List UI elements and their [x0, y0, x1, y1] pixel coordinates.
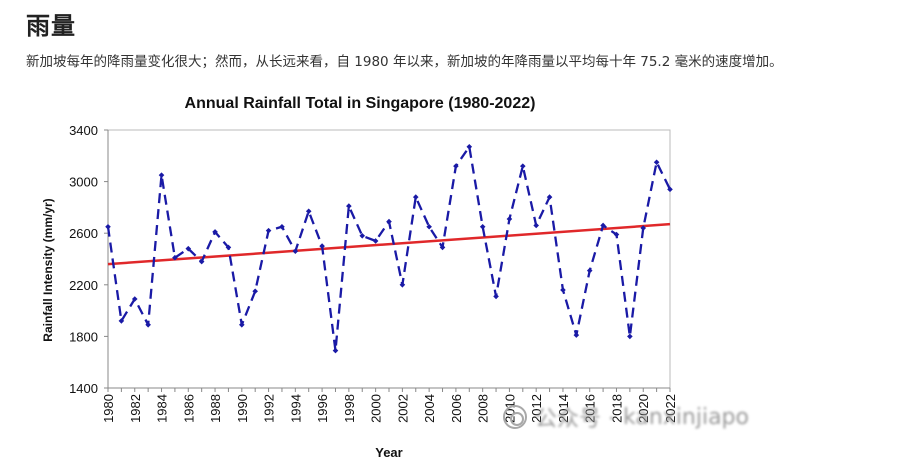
data-point-marker	[131, 296, 138, 302]
data-point-marker	[292, 248, 299, 255]
data-point-marker	[613, 231, 620, 238]
data-point-marker	[265, 227, 272, 234]
rainfall-series-line	[106, 145, 672, 352]
data-point-marker	[466, 143, 473, 150]
y-tick-label: 3400	[69, 123, 98, 138]
x-tick-label: 2004	[422, 394, 437, 423]
data-point-marker	[573, 332, 580, 338]
page-description: 新加坡每年的降雨量变化很大；然而，从长远来看，自 1980 年以来，新加坡的年降…	[26, 54, 783, 70]
x-tick-label: 2018	[609, 394, 624, 423]
x-tick-label: 1986	[181, 394, 196, 423]
data-point-marker	[479, 223, 486, 230]
data-point-marker	[520, 163, 526, 169]
data-point-marker	[372, 238, 379, 244]
data-point-marker	[105, 223, 111, 230]
x-tick-label: 2008	[476, 394, 491, 423]
data-point-marker	[359, 232, 366, 239]
data-point-marker	[560, 287, 566, 293]
data-point-marker	[185, 245, 192, 252]
x-tick-label: 2002	[395, 394, 410, 423]
data-point-marker	[412, 194, 419, 200]
data-point-marker	[533, 222, 539, 229]
chart-title: Annual Rainfall Total in Singapore (1980…	[185, 95, 536, 112]
data-point-marker	[172, 254, 178, 261]
page-title: 雨量	[26, 12, 76, 40]
watermark-text: kanxinjiapo	[623, 404, 749, 430]
x-tick-label: 2014	[556, 394, 571, 423]
data-point-marker	[453, 163, 459, 169]
x-tick-label: 1992	[262, 394, 277, 423]
wechat-icon	[503, 405, 527, 429]
data-point-marker	[439, 244, 446, 251]
x-tick-label: 2006	[449, 394, 464, 423]
data-point-marker	[239, 321, 245, 328]
trend-line	[107, 222, 671, 266]
data-point-marker	[346, 203, 352, 209]
x-tick-label: 1988	[208, 394, 223, 423]
y-tick-label: 3000	[69, 175, 98, 190]
watermark-label: 公众号 ·	[535, 407, 615, 432]
data-point-marker	[386, 218, 392, 225]
data-point-marker	[667, 186, 673, 193]
y-tick-label: 1800	[69, 329, 98, 344]
data-point-marker	[506, 216, 513, 222]
data-point-marker	[198, 258, 205, 265]
x-tick-label: 1998	[342, 394, 357, 423]
data-point-marker	[600, 222, 606, 229]
x-tick-label: 1980	[101, 394, 116, 423]
watermark: 公众号 · kanxinjiapo	[503, 403, 749, 432]
data-point-marker	[586, 267, 593, 274]
data-point-marker	[305, 208, 312, 215]
data-point-marker	[252, 288, 258, 295]
x-tick-label: 1982	[128, 394, 143, 423]
data-point-marker	[118, 318, 125, 324]
data-point-marker	[399, 282, 406, 288]
x-axis-label: Year	[375, 445, 402, 460]
data-point-marker	[225, 244, 232, 251]
x-tick-label: 2022	[663, 394, 678, 423]
data-point-marker	[212, 229, 218, 235]
data-point-marker	[319, 243, 325, 249]
data-point-marker	[546, 194, 553, 200]
y-tick-label: 2200	[69, 278, 98, 293]
x-tick-label: 1984	[155, 394, 170, 423]
y-tick-label: 2600	[69, 226, 98, 241]
data-point-marker	[158, 172, 165, 178]
data-point-marker	[332, 347, 339, 354]
x-tick-label: 1994	[288, 394, 303, 423]
data-point-marker	[426, 223, 432, 230]
data-point-marker	[279, 223, 285, 230]
data-point-marker	[640, 225, 647, 231]
y-axis: 1400 1800 2200 2600 3000 3400	[69, 123, 109, 396]
x-tick-label: 2000	[369, 394, 384, 423]
x-tick-label: 2012	[529, 394, 544, 423]
data-point-marker	[145, 321, 151, 328]
data-point-marker	[653, 159, 660, 166]
x-tick-label: 1996	[315, 394, 330, 423]
y-tick-label: 1400	[69, 381, 98, 396]
x-tick-label: 2020	[636, 394, 651, 423]
data-point-marker	[627, 333, 633, 340]
y-axis-label: Rainfall Intensity (mm/yr)	[41, 198, 55, 341]
x-tick-label: 2016	[583, 394, 598, 423]
x-tick-label: 1990	[235, 394, 250, 423]
data-point-marker	[493, 293, 499, 300]
plot-area	[105, 143, 673, 354]
